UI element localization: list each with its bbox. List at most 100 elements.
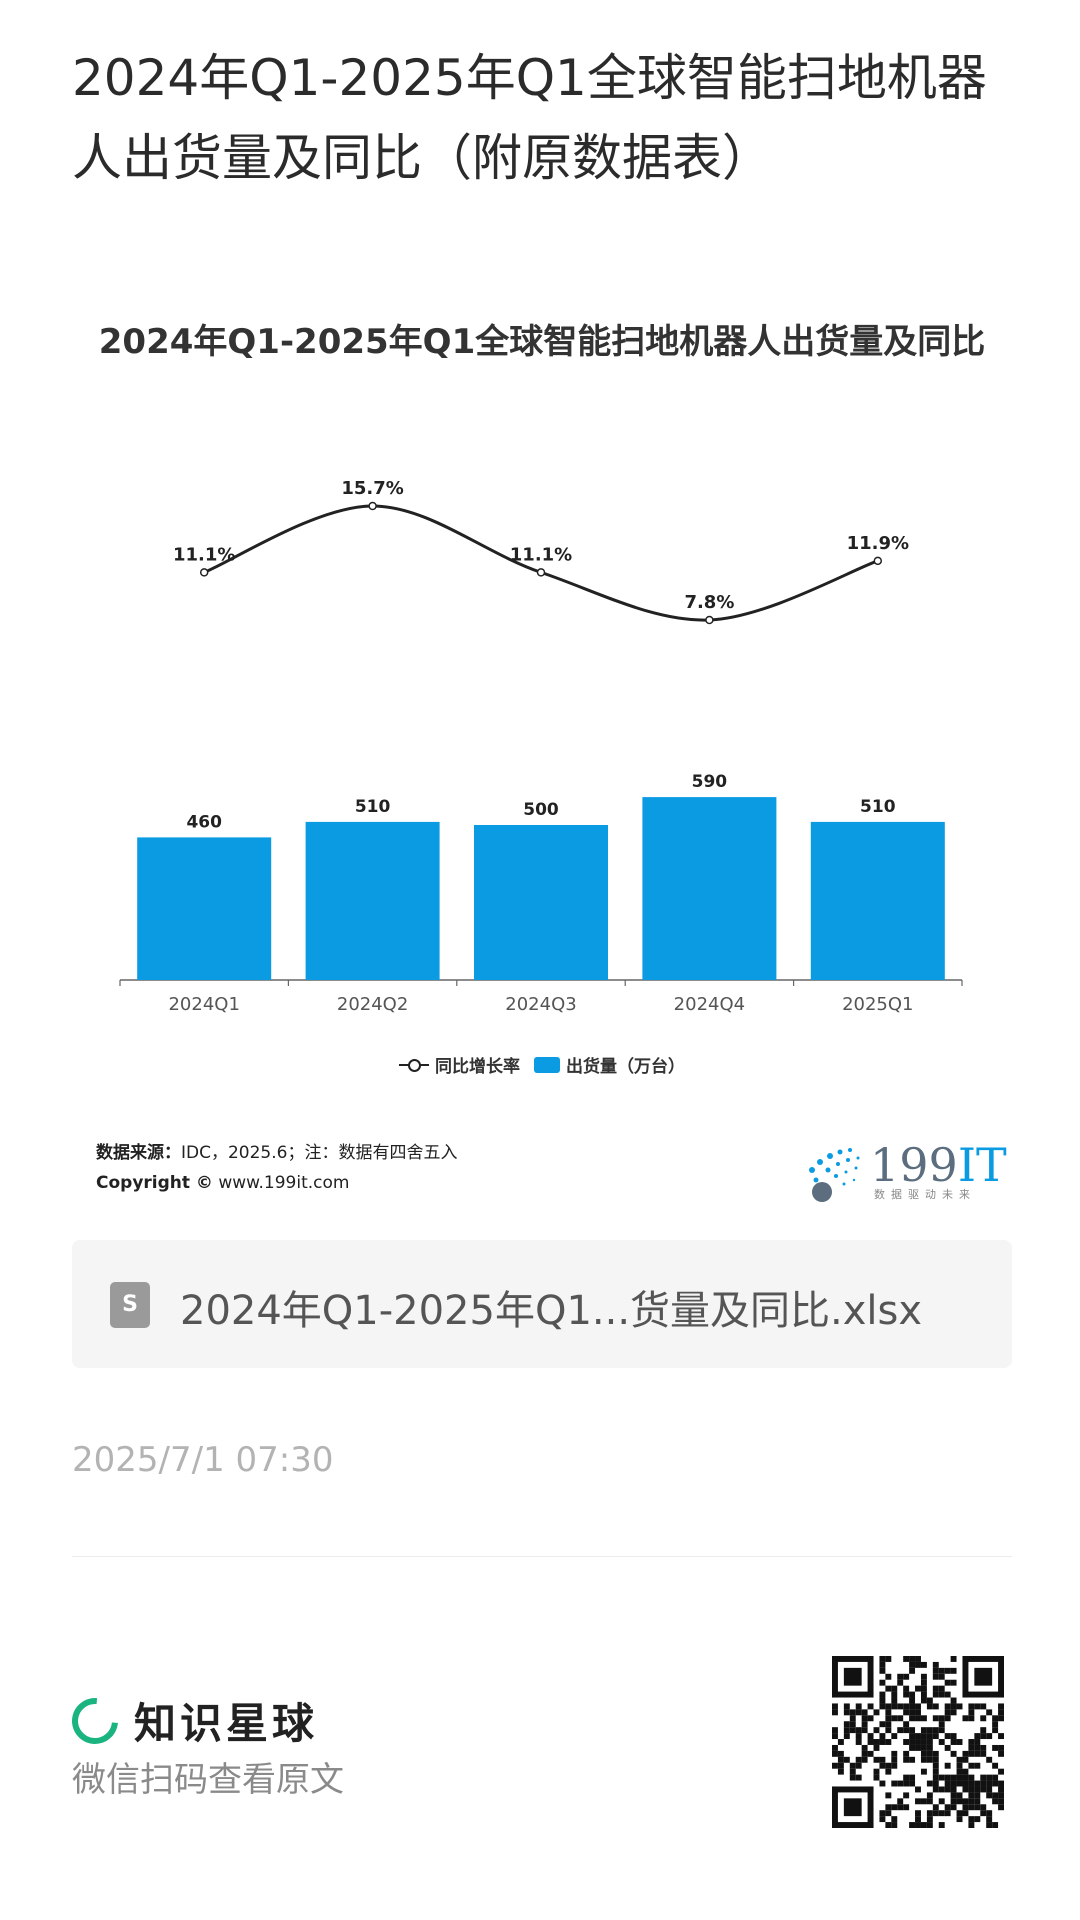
- qr-module: [855, 1762, 862, 1769]
- qr-module: [950, 1780, 957, 1787]
- divider: [72, 1556, 1012, 1557]
- qr-module: [968, 1816, 975, 1823]
- qr-module: [998, 1709, 1004, 1716]
- qr-module: [932, 1810, 939, 1817]
- qr-code-icon[interactable]: [832, 1656, 1004, 1828]
- qr-finder: [832, 1691, 874, 1698]
- qr-module: [903, 1780, 910, 1787]
- qr-module: [903, 1721, 910, 1728]
- qr-module: [885, 1804, 892, 1811]
- qr-module: [909, 1733, 916, 1740]
- qr-module: [837, 1750, 844, 1757]
- qr-module: [926, 1798, 933, 1805]
- qr-module: [992, 1774, 999, 1781]
- qr-module: [855, 1756, 862, 1763]
- qr-module: [915, 1798, 921, 1805]
- qr-module: [879, 1703, 886, 1710]
- qr-module: [879, 1810, 886, 1817]
- qr-module: [879, 1762, 886, 1769]
- qr-module: [956, 1756, 963, 1763]
- qr-module: [962, 1756, 969, 1763]
- qr-finder: [832, 1822, 874, 1828]
- qr-module: [944, 1786, 951, 1793]
- legend-bar-marker: [534, 1056, 560, 1073]
- qr-module: [944, 1804, 951, 1811]
- x-tick-label: 2024Q1: [168, 994, 239, 1015]
- qr-module: [897, 1673, 904, 1680]
- qr-module: [909, 1774, 916, 1781]
- growth-value-label: 11.1%: [510, 544, 572, 565]
- qr-module: [909, 1691, 916, 1698]
- qr-module: [855, 1774, 862, 1781]
- qr-module: [938, 1667, 945, 1674]
- qr-module: [980, 1727, 987, 1734]
- qr-module: [915, 1816, 921, 1823]
- qr-module: [885, 1762, 892, 1769]
- qr-module: [974, 1792, 981, 1799]
- qr-module: [974, 1786, 981, 1793]
- qr-module: [903, 1750, 910, 1757]
- qr-module: [944, 1744, 951, 1751]
- qr-module: [932, 1768, 939, 1775]
- qr-module: [986, 1756, 993, 1763]
- qr-module: [920, 1768, 927, 1775]
- qr-module: [992, 1798, 999, 1805]
- post-timestamp: 2025/7/1 07:30: [72, 1440, 334, 1480]
- file-attachment-card[interactable]: S 2024年Q1-2025年Q1...货量及同比.xlsx: [72, 1240, 1012, 1368]
- qr-module: [950, 1774, 957, 1781]
- qr-module: [879, 1721, 886, 1728]
- qr-module: [944, 1774, 951, 1781]
- qr-module: [891, 1816, 898, 1823]
- qr-module: [849, 1721, 856, 1728]
- copyright-text: www.199it.com: [218, 1173, 350, 1193]
- qr-module: [849, 1774, 856, 1781]
- qr-module: [944, 1667, 951, 1674]
- qr-module: [950, 1703, 957, 1710]
- qr-module: [956, 1774, 963, 1781]
- brand-tagline: 数据驱动未来: [874, 1188, 976, 1201]
- qr-module: [920, 1715, 927, 1722]
- qr-module: [873, 1756, 880, 1763]
- bar-2025Q1: [810, 821, 945, 980]
- qr-module: [903, 1709, 910, 1716]
- qr-module: [879, 1691, 886, 1698]
- qr-module: [932, 1715, 939, 1722]
- qr-module: [926, 1739, 933, 1745]
- qr-module: [926, 1744, 933, 1751]
- qr-module: [879, 1733, 886, 1740]
- qr-module: [891, 1822, 898, 1828]
- qr-module: [861, 1727, 868, 1734]
- qr-module: [897, 1780, 904, 1787]
- growth-value-label: 7.8%: [684, 592, 734, 613]
- qr-module: [885, 1822, 892, 1828]
- qr-module: [926, 1697, 933, 1704]
- bar-value-label: 460: [186, 812, 222, 832]
- qr-module: [873, 1739, 880, 1745]
- qr-module: [962, 1750, 969, 1757]
- qr-module: [938, 1715, 945, 1722]
- growth-value-label: 11.1%: [173, 544, 235, 565]
- qr-module: [980, 1810, 987, 1817]
- qr-module: [909, 1715, 916, 1722]
- qr-module: [986, 1774, 993, 1781]
- qr-module: [950, 1709, 957, 1716]
- qr-finder: [832, 1656, 838, 1698]
- chart-svg: 460 2024Q1 510 2024Q2 500 2024Q3 590 2024Q4 510 2…: [119, 478, 963, 1015]
- qr-module: [950, 1804, 957, 1811]
- qr-module: [944, 1703, 951, 1710]
- qr-module: [849, 1768, 856, 1775]
- qr-module: [837, 1756, 844, 1763]
- qr-module: [897, 1804, 904, 1811]
- qr-module: [903, 1792, 910, 1799]
- qr-module: [956, 1810, 963, 1817]
- qr-module: [867, 1750, 874, 1757]
- qr-module: [903, 1727, 910, 1734]
- qr-module: [920, 1798, 927, 1805]
- qr-module: [837, 1762, 844, 1769]
- qr-module: [891, 1804, 898, 1811]
- qr-module: [885, 1810, 892, 1817]
- qr-module: [920, 1756, 927, 1763]
- qr-module: [950, 1792, 957, 1799]
- qr-module: [974, 1744, 981, 1751]
- qr-module: [891, 1733, 898, 1740]
